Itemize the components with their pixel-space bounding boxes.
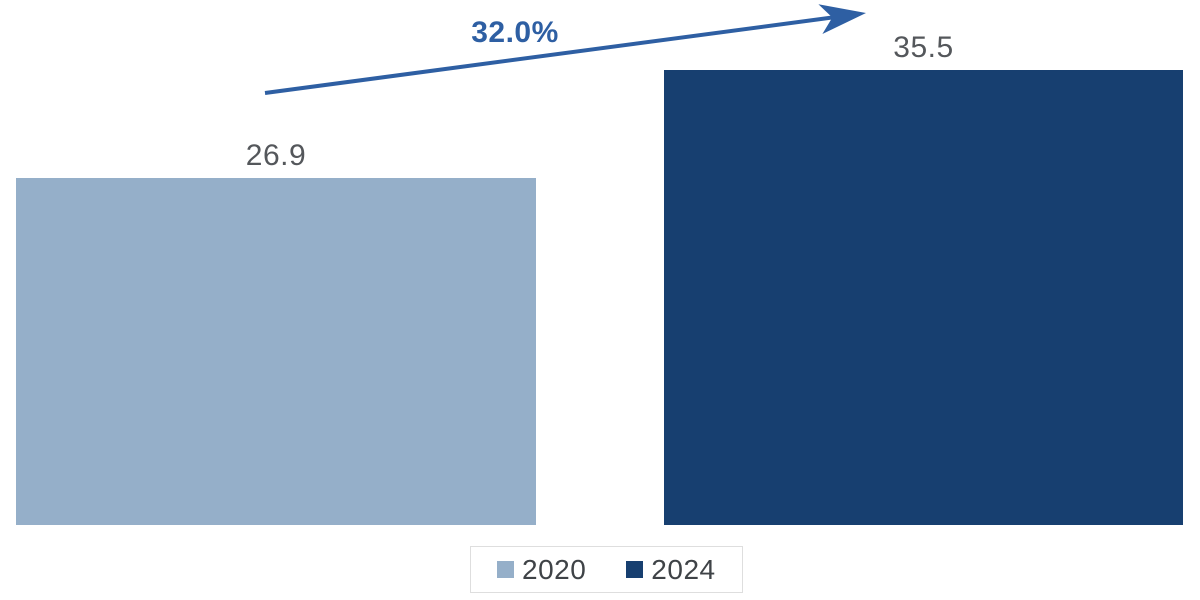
legend-swatch-2020 <box>497 561 514 578</box>
bar-2024-value-label: 35.5 <box>893 31 954 64</box>
legend-label-2020: 2020 <box>522 553 587 585</box>
legend-item-2020[interactable]: 2020 <box>497 554 586 586</box>
legend: 2020 2024 <box>470 546 743 593</box>
legend-label-2024: 2024 <box>651 553 716 585</box>
bar-2020-value-label: 26.9 <box>245 139 307 172</box>
bar-2020[interactable]: 26.9 <box>16 139 536 525</box>
legend-swatch-2024 <box>626 561 644 578</box>
legend-item-2024[interactable]: 2024 <box>626 554 715 586</box>
bar-2024[interactable]: 35.5 <box>664 31 1183 525</box>
growth-percentage-label: 32.0% <box>471 16 559 49</box>
